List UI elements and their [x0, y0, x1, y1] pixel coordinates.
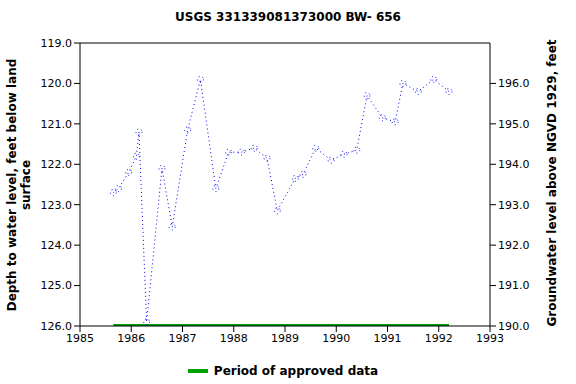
html-text:Depth to water level, feet bel: Depth to water level, feet below land su… [4, 58, 32, 311]
svg-text:123.0: 123.0 [41, 199, 73, 212]
svg-text:1988: 1988 [220, 332, 248, 345]
html-text:Period of approved data: Period of approved data [213, 364, 379, 378]
svg-text:126.0: 126.0 [41, 320, 73, 333]
svg-text:1987: 1987 [169, 332, 197, 345]
svg-text:1993: 1993 [476, 332, 504, 345]
svg-text:1992: 1992 [425, 332, 453, 345]
svg-text:1986: 1986 [117, 332, 145, 345]
svg-text:1989: 1989 [271, 332, 299, 345]
svg-text:196.0: 196.0 [498, 77, 530, 90]
svg-text:121.0: 121.0 [41, 118, 73, 131]
svg-text:119.0: 119.0 [41, 37, 73, 50]
svg-text:191.0: 191.0 [498, 279, 530, 292]
html-text:USGS 331339081373000 BW- 656: USGS 331339081373000 BW- 656 [175, 10, 401, 24]
svg-text:1991: 1991 [374, 332, 402, 345]
svg-text:192.0: 192.0 [498, 239, 530, 252]
svg-text:195.0: 195.0 [498, 118, 530, 131]
svg-text:193.0: 193.0 [498, 199, 530, 212]
svg-text:120.0: 120.0 [41, 77, 73, 90]
svg-text:124.0: 124.0 [41, 239, 73, 252]
svg-text:1990: 1990 [322, 332, 350, 345]
html-text:Groundwater level above NGVD 1: Groundwater level above NGVD 1929, feet [544, 38, 558, 326]
svg-text:125.0: 125.0 [41, 279, 73, 292]
svg-text:190.0: 190.0 [498, 320, 530, 333]
svg-text:1985: 1985 [66, 332, 94, 345]
svg-text:194.0: 194.0 [498, 158, 530, 171]
svg-text:122.0: 122.0 [41, 158, 73, 171]
